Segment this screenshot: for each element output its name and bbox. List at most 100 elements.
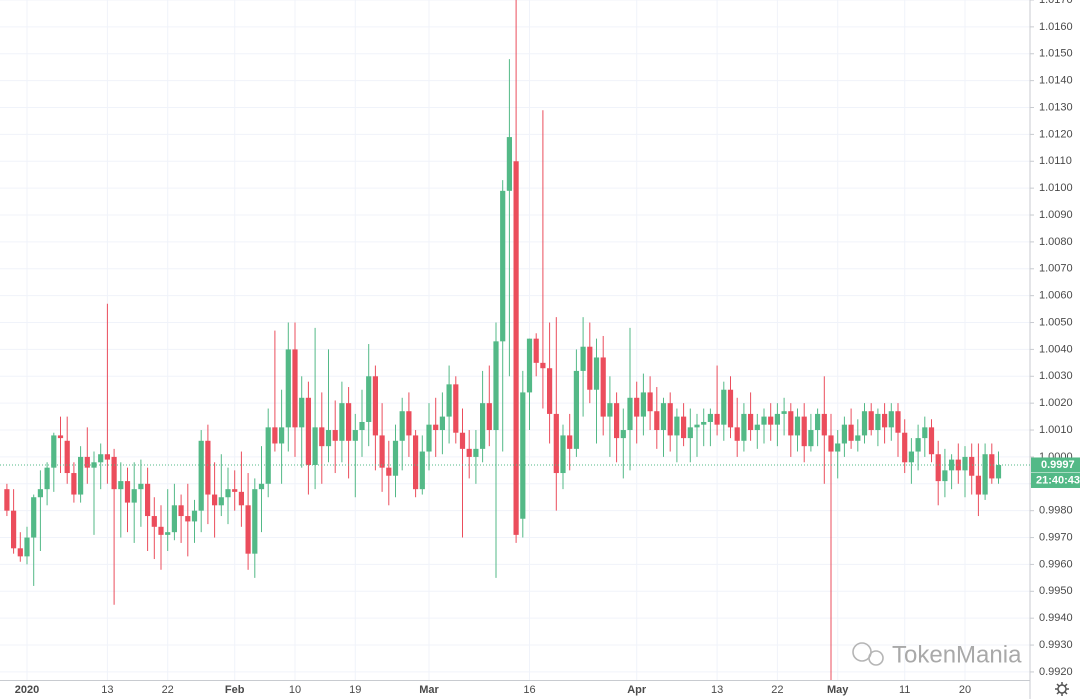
candle-body: [439, 416, 445, 431]
x-tick-label: Feb: [225, 684, 245, 696]
y-tick-label: 1.0090: [1039, 209, 1073, 221]
candle-body: [801, 416, 807, 447]
candle-body: [500, 190, 506, 342]
candle-body: [614, 403, 620, 439]
candle-body: [547, 368, 553, 414]
candle-body: [533, 338, 539, 363]
candle-body: [419, 451, 425, 490]
candle-body: [480, 403, 486, 449]
candle-body: [406, 411, 412, 436]
y-tick-label: 1.0080: [1039, 236, 1073, 248]
candle-body: [975, 475, 981, 495]
x-tick-label: 22: [162, 684, 174, 696]
candle-body: [835, 443, 841, 452]
watermark-text: TokenMania: [892, 641, 1022, 668]
y-tick-label: 1.0060: [1039, 290, 1073, 302]
candle-body: [145, 483, 151, 517]
candle-body: [151, 516, 157, 527]
watermark-icon: [852, 642, 872, 662]
candle-body: [104, 454, 110, 460]
candle-body: [828, 435, 834, 452]
y-tick-label: 1.0120: [1039, 128, 1073, 140]
candle-body: [64, 440, 70, 474]
candle-body: [506, 137, 512, 191]
candle-body: [627, 397, 633, 431]
candles: [4, 0, 1002, 680]
candle-body: [392, 440, 399, 476]
settings-icon[interactable]: [1057, 684, 1067, 694]
y-tick-label: 1.0160: [1039, 21, 1073, 33]
candle-body: [493, 341, 499, 431]
candle-body: [319, 427, 325, 447]
y-tick-label: 1.0130: [1039, 101, 1073, 113]
candle-body: [205, 440, 211, 495]
candle-body: [928, 427, 935, 455]
candle-body: [895, 411, 901, 433]
candle-body: [486, 403, 492, 431]
candle-body: [466, 448, 472, 457]
candle-body: [178, 505, 184, 517]
candle-body: [272, 427, 278, 444]
last-price-label: 0.9997: [1041, 459, 1075, 471]
x-tick-label: 11: [899, 684, 910, 696]
candle-body: [171, 505, 177, 533]
candle-body: [526, 338, 533, 393]
candle-body: [84, 456, 90, 468]
candle-body: [714, 413, 720, 425]
candle-body: [808, 430, 814, 447]
candle-body: [922, 427, 928, 439]
candle-body: [218, 497, 224, 506]
y-tick-label: 1.0070: [1039, 263, 1073, 275]
candle-body: [902, 432, 908, 463]
candle-body: [473, 448, 479, 457]
candle-body: [24, 537, 30, 557]
candle-body: [754, 424, 760, 431]
candle-body: [520, 392, 526, 519]
candle-body: [366, 376, 372, 422]
candle-body: [969, 456, 975, 476]
candle-body: [774, 413, 780, 425]
settings-button[interactable]: [1055, 682, 1069, 696]
candle-body: [372, 376, 378, 436]
candle-body: [727, 389, 734, 428]
y-tick-label: 0.9940: [1039, 612, 1073, 624]
y-tick-label: 0.9980: [1039, 505, 1073, 517]
candle-body: [453, 384, 459, 433]
y-tick-label: 1.0140: [1039, 75, 1073, 87]
candle-body: [279, 427, 285, 444]
candle-body: [888, 411, 894, 428]
candle-body: [553, 413, 559, 474]
y-tick-label: 1.0010: [1039, 424, 1073, 436]
x-tick-label: 10: [289, 684, 301, 696]
candle-body: [647, 392, 653, 412]
candle-body: [955, 459, 961, 471]
candle-body: [299, 397, 305, 428]
y-tick-label: 0.9960: [1039, 558, 1073, 570]
y-tick-label: 0.9950: [1039, 585, 1073, 597]
candle-body: [37, 489, 43, 498]
candle-body: [593, 357, 600, 390]
candle-body: [587, 346, 593, 390]
candle-body: [252, 489, 258, 554]
candle-body: [962, 456, 968, 471]
candle-body: [11, 510, 17, 549]
candle-body: [44, 467, 50, 490]
candle-body: [600, 357, 606, 417]
candle-body: [821, 413, 827, 436]
y-tick-label: 1.0030: [1039, 370, 1073, 382]
candle-body: [98, 454, 104, 463]
candle-body: [674, 416, 680, 436]
x-tick-label: 19: [349, 684, 361, 696]
candle-body: [908, 451, 914, 463]
candle-body: [399, 411, 405, 441]
candle-body: [815, 413, 821, 431]
settings-icon-rays[interactable]: [1055, 682, 1069, 696]
candle-body: [352, 430, 358, 441]
y-tick-label: 1.0100: [1039, 182, 1073, 194]
y-tick-label: 1.0170: [1039, 0, 1073, 6]
candle-body: [768, 416, 774, 425]
candle-body: [312, 427, 318, 465]
y-tick-label: 0.9970: [1039, 531, 1073, 543]
